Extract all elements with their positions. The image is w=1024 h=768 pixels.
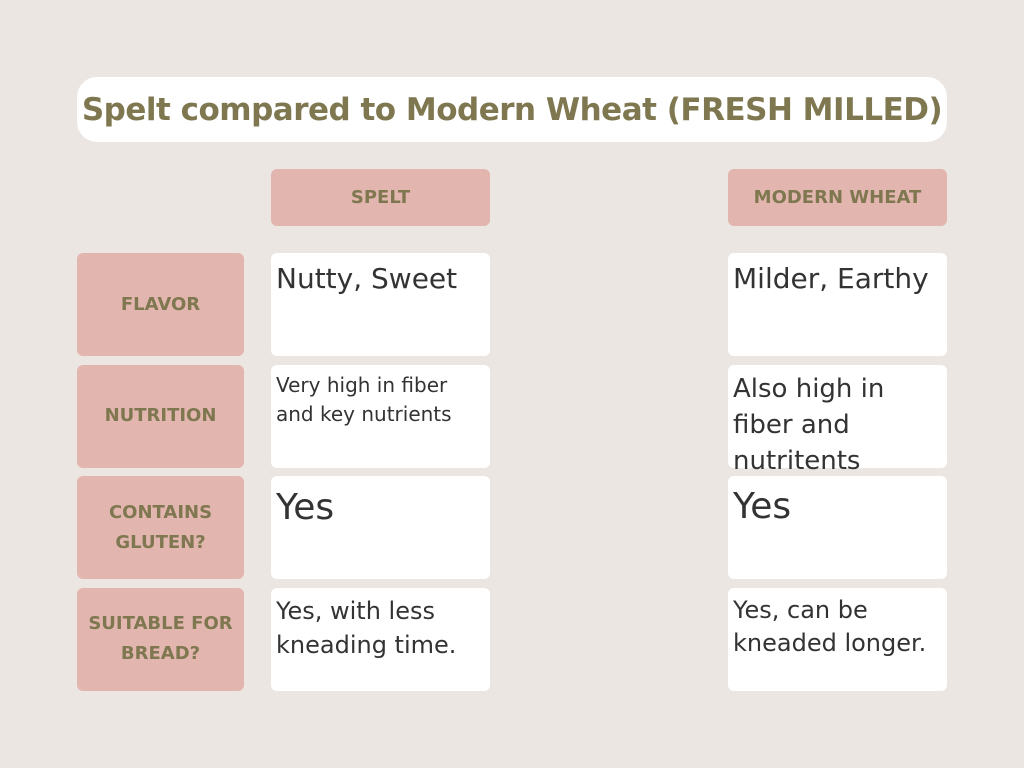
row-header: FLAVOR (77, 253, 244, 356)
cell: Also high in fiber and nutritents (728, 364, 947, 476)
row-header: NUTRITION (77, 364, 244, 468)
cell: Nutty, Sweet (271, 253, 490, 356)
column-header: MODERN WHEAT (728, 169, 947, 226)
cell: Very high in fiber and key nutrients (271, 364, 490, 468)
column-header: SPELT (271, 169, 490, 226)
cell: Yes (728, 476, 947, 579)
cell: Yes (271, 476, 490, 579)
row-header: CONTAINS GLUTEN? (77, 476, 244, 579)
title: Spelt compared to Modern Wheat (FRESH MI… (77, 77, 947, 142)
cell: Yes, with less kneading time. (271, 587, 490, 691)
row-header: SUITABLE FOR BREAD? (77, 587, 244, 691)
cell: Yes, can be kneaded longer. (728, 587, 947, 691)
cell: Milder, Earthy (728, 253, 947, 356)
